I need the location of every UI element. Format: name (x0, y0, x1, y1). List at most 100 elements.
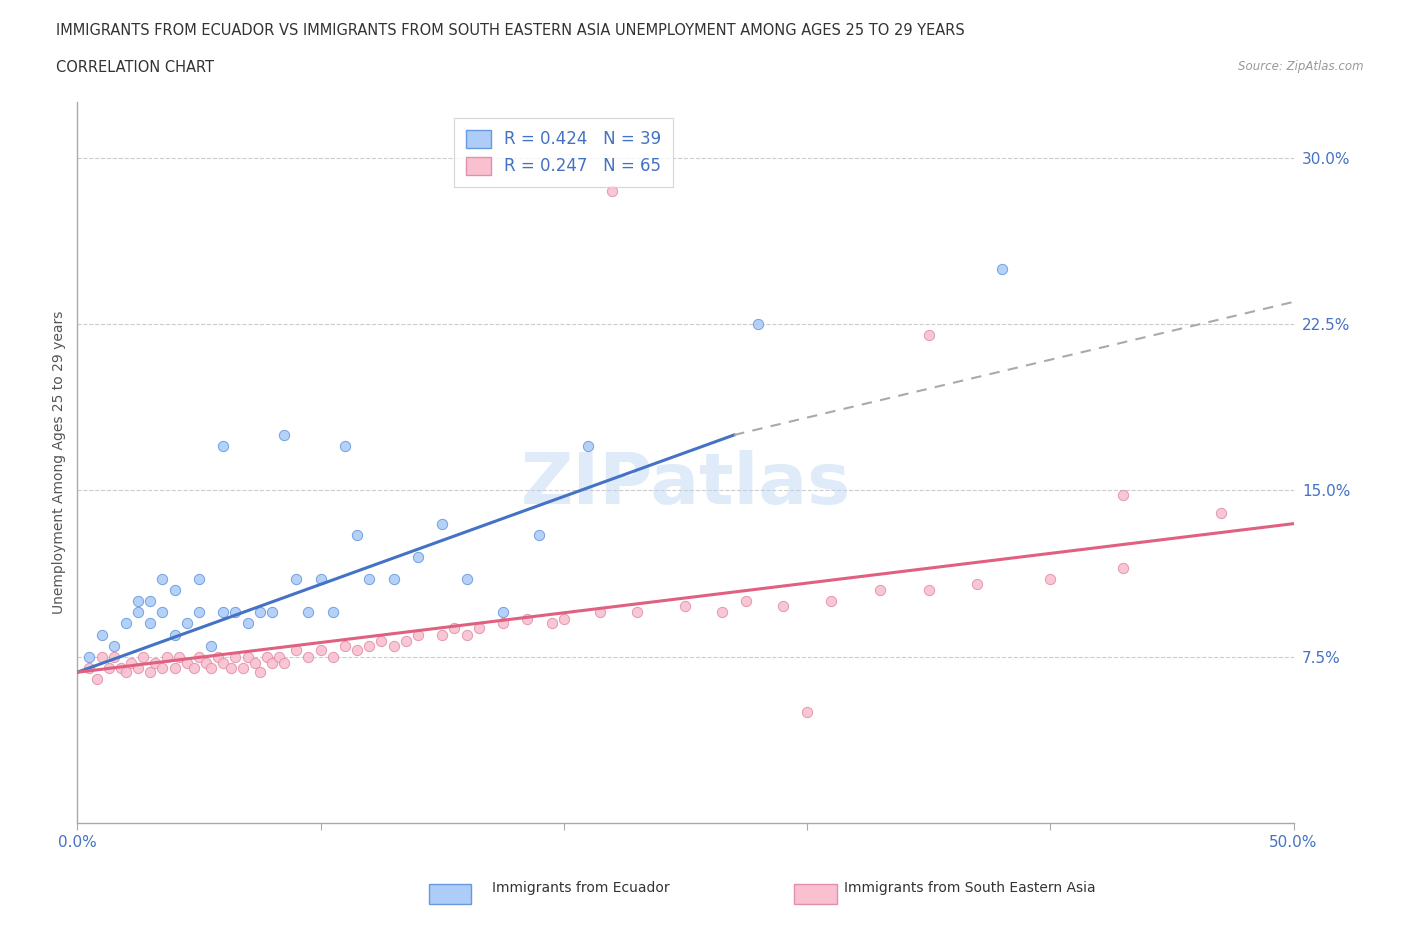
Point (152, 604, 174, 619)
Point (918, 327, 941, 342)
Point (139, 665, 162, 680)
Point (602, 183, 624, 198)
Point (322, 604, 344, 619)
Text: IMMIGRANTS FROM ECUADOR VS IMMIGRANTS FROM SOUTH EASTERN ASIA UNEMPLOYMENT AMONG: IMMIGRANTS FROM ECUADOR VS IMMIGRANTS FR… (56, 23, 965, 38)
Point (990, 261, 1012, 276)
Point (163, 660, 186, 675)
Point (90, 627, 112, 642)
Point (224, 649, 246, 664)
Point (747, 316, 769, 331)
Legend: R = 0.424   N = 39, R = 0.247   N = 65: R = 0.424 N = 39, R = 0.247 N = 65 (454, 118, 673, 187)
Point (152, 572, 174, 587)
Point (382, 572, 405, 587)
Point (529, 527, 551, 542)
Point (232, 660, 254, 675)
Point (127, 604, 149, 619)
Point (90, 649, 112, 664)
Point (273, 656, 295, 671)
Text: CORRELATION CHART: CORRELATION CHART (56, 60, 214, 75)
Point (285, 643, 308, 658)
Point (553, 612, 575, 627)
Point (576, 439, 599, 454)
Point (260, 656, 283, 671)
Point (456, 572, 478, 587)
Point (219, 660, 242, 675)
Point (224, 604, 246, 619)
Point (869, 583, 891, 598)
Point (212, 439, 235, 454)
Point (1209, 505, 1232, 520)
Point (212, 656, 235, 671)
Point (188, 604, 211, 619)
Text: Immigrants from Ecuador: Immigrants from Ecuador (492, 881, 669, 896)
Point (195, 656, 218, 671)
Point (132, 649, 155, 664)
Point (966, 576, 988, 591)
Point (346, 527, 368, 542)
Point (169, 649, 191, 664)
Point (212, 604, 235, 619)
Point (1039, 572, 1062, 587)
Point (796, 705, 818, 720)
Point (176, 616, 198, 631)
Point (382, 638, 405, 653)
Point (115, 616, 138, 631)
Point (97, 660, 120, 675)
Point (333, 439, 356, 454)
Point (152, 660, 174, 675)
Point (430, 516, 453, 531)
Point (188, 572, 211, 587)
Point (735, 594, 758, 609)
Point (297, 649, 319, 664)
Point (1112, 487, 1135, 502)
Point (359, 638, 381, 653)
Point (443, 620, 465, 635)
Point (820, 594, 842, 609)
Point (236, 649, 259, 664)
Text: Source: ZipAtlas.com: Source: ZipAtlas.com (1239, 60, 1364, 73)
Point (139, 616, 162, 631)
Point (236, 616, 259, 631)
Point (120, 656, 142, 671)
Point (200, 660, 222, 675)
Point (200, 638, 222, 653)
Point (359, 572, 381, 587)
Point (395, 633, 418, 648)
Point (492, 616, 515, 631)
Point (256, 649, 278, 664)
Point (675, 598, 697, 613)
Point (79, 649, 101, 664)
Point (273, 428, 295, 443)
Point (322, 649, 344, 664)
Point (143, 656, 166, 671)
Point (115, 665, 138, 680)
Point (918, 583, 941, 598)
Point (79, 660, 101, 675)
Point (333, 638, 356, 653)
Point (249, 665, 271, 680)
Text: Immigrants from South Eastern Asia: Immigrants from South Eastern Asia (844, 881, 1095, 896)
Point (103, 649, 125, 664)
Point (589, 604, 612, 619)
Y-axis label: Unemployment Among Ages 25 to 29 years: Unemployment Among Ages 25 to 29 years (52, 311, 66, 615)
Point (430, 627, 453, 642)
Point (467, 620, 489, 635)
Point (260, 604, 283, 619)
Point (269, 649, 291, 664)
Point (127, 594, 149, 609)
Point (772, 598, 794, 613)
Point (127, 660, 149, 675)
Point (163, 583, 186, 598)
Point (540, 616, 562, 631)
Point (297, 604, 319, 619)
Point (309, 572, 332, 587)
Point (309, 643, 332, 658)
Point (207, 649, 229, 664)
Point (103, 638, 125, 653)
Point (406, 627, 429, 642)
Point (370, 633, 392, 648)
Point (188, 649, 211, 664)
Point (710, 604, 733, 619)
Point (346, 643, 368, 658)
Point (156, 649, 179, 664)
